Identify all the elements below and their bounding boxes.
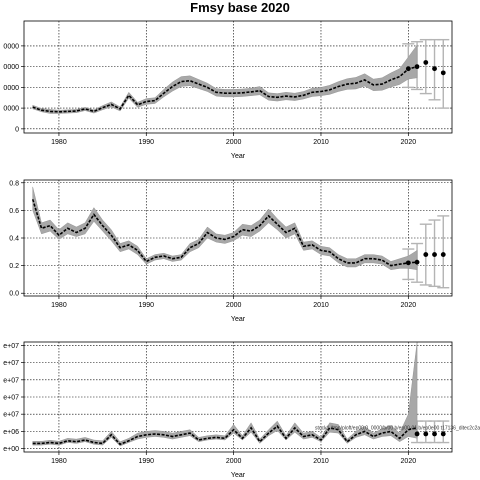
y-tick-label: e+07 <box>3 360 19 367</box>
x-tick-label: 2010 <box>313 458 329 465</box>
projection-point <box>423 431 429 437</box>
projection-point <box>440 431 446 437</box>
panel-frame <box>23 20 453 134</box>
projection-point <box>405 66 411 72</box>
y-tick-label: 0000 <box>3 64 19 71</box>
y-tick-label: 0.2 <box>9 263 19 270</box>
x-tick-label: 2000 <box>226 302 242 309</box>
projection-point <box>432 66 437 72</box>
series-line <box>32 65 418 113</box>
projection-point <box>414 431 420 437</box>
y-tick-label: e+07 <box>3 395 19 402</box>
y-tick-label: 0000 <box>3 85 19 92</box>
x-tick-label: 1990 <box>138 302 154 309</box>
panel-bottom: 1980 1990 2000 2010 2020 e+00 e+06 e+07 e+07 e+07… <box>3 341 480 479</box>
x-tick-label: 2000 <box>226 458 242 465</box>
projection-point <box>414 259 420 265</box>
x-axis-label: Year <box>231 472 246 479</box>
y-tick-label: 0.6 <box>9 208 19 215</box>
y-tick-label: e+07 <box>3 343 19 350</box>
panel-top: 1980 1990 2000 2010 202000000000000000000Yea… <box>3 20 453 160</box>
confidence-band <box>32 44 418 114</box>
x-tick-label: 1980 <box>51 139 67 146</box>
series-line <box>31 199 418 267</box>
series-line <box>32 425 418 446</box>
panel-annotation: stock1 /tmp/ploft/ep00.0_0000/b/00 b/ep0… <box>315 426 480 432</box>
x-tick-label: 2020 <box>401 458 417 465</box>
y-tick-label: e+07 <box>3 412 19 419</box>
projection-point <box>423 60 429 65</box>
plot-area <box>32 342 450 447</box>
panel-middle: 1980 1990 2000 2010 2020 0.0 0.2 0.4 0.6 0.8 Year <box>9 179 453 323</box>
x-tick-label: 2000 <box>226 139 242 146</box>
x-axis-label: Year <box>231 316 246 323</box>
projection-point <box>405 260 411 266</box>
y-tick-label: 0.0 <box>9 291 19 298</box>
plot-area <box>31 186 450 289</box>
projection-point <box>440 252 446 257</box>
x-tick-label: 1980 <box>51 458 67 465</box>
y-tick-label: 0 <box>15 126 19 133</box>
figure-title: Fmsy base 2020 <box>190 0 290 15</box>
x-tick-label: 1990 <box>138 139 154 146</box>
y-tick-label: 0.8 <box>9 180 19 187</box>
y-tick-label: 0000 <box>3 43 19 50</box>
x-tick-label: 2010 <box>313 302 329 309</box>
x-axis-label: Year <box>231 153 246 160</box>
y-tick-label: e+06 <box>3 429 19 436</box>
x-tick-label: 1980 <box>51 302 67 309</box>
projection-point <box>414 64 420 70</box>
y-tick-label: e+00 <box>3 446 19 453</box>
x-tick-label: 2020 <box>401 302 417 309</box>
plot-area <box>32 38 450 114</box>
projection-point <box>432 431 437 437</box>
y-tick-label: e+07 <box>3 377 19 384</box>
projection-point <box>423 252 429 257</box>
x-tick-label: 1990 <box>138 458 154 465</box>
y-tick-label: 0.4 <box>9 236 19 243</box>
x-tick-label: 2020 <box>401 139 417 146</box>
projection-point <box>432 252 437 257</box>
confidence-band <box>32 342 418 447</box>
confidence-band <box>32 186 418 271</box>
x-tick-label: 2010 <box>313 139 329 146</box>
projection-point <box>440 70 446 76</box>
y-tick-label: 0000 <box>3 106 19 113</box>
